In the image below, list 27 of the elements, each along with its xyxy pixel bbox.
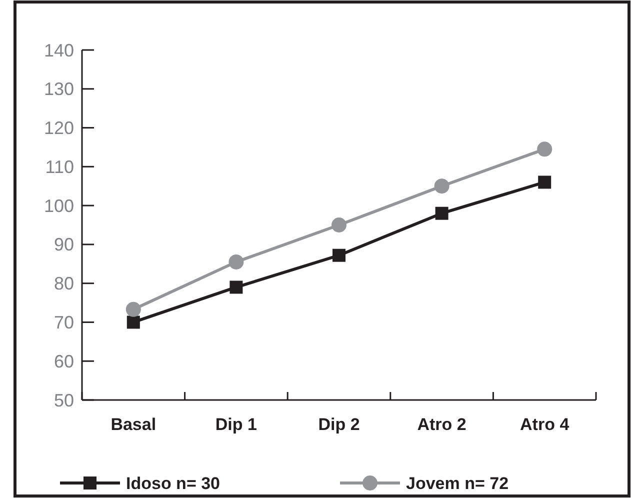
y-tick-label: 80 [54, 274, 74, 294]
x-tick-label: Atro 2 [417, 415, 466, 434]
point [332, 248, 346, 262]
point [126, 302, 141, 317]
y-tick-label: 110 [45, 156, 74, 177]
x-tick-label: Basal [110, 415, 156, 434]
y-tick-label: 130 [44, 79, 74, 100]
point [228, 254, 244, 270]
point [538, 176, 552, 189]
legend-label: Idoso n= 30 [126, 474, 220, 493]
y-tick-label: 90 [54, 234, 74, 255]
y-tick-label: 70 [54, 312, 74, 333]
point [126, 316, 140, 329]
x-tick-label: Atro 4 [520, 415, 570, 434]
y-tick-label: 140 [44, 40, 74, 60]
y-tick-label: 50 [54, 390, 74, 410]
x-tick-label: Dip 1 [215, 415, 257, 434]
y-tick-label: 60 [54, 351, 74, 372]
point [435, 206, 448, 220]
point [332, 218, 346, 232]
point [434, 178, 450, 194]
point [230, 280, 243, 294]
x-tick-label: Dip 2 [318, 415, 360, 434]
point [537, 142, 552, 157]
legend-label: Jovem n= 72 [406, 474, 509, 493]
y-tick-label: 100 [44, 196, 74, 216]
y-tick-label: 120 [44, 118, 74, 138]
